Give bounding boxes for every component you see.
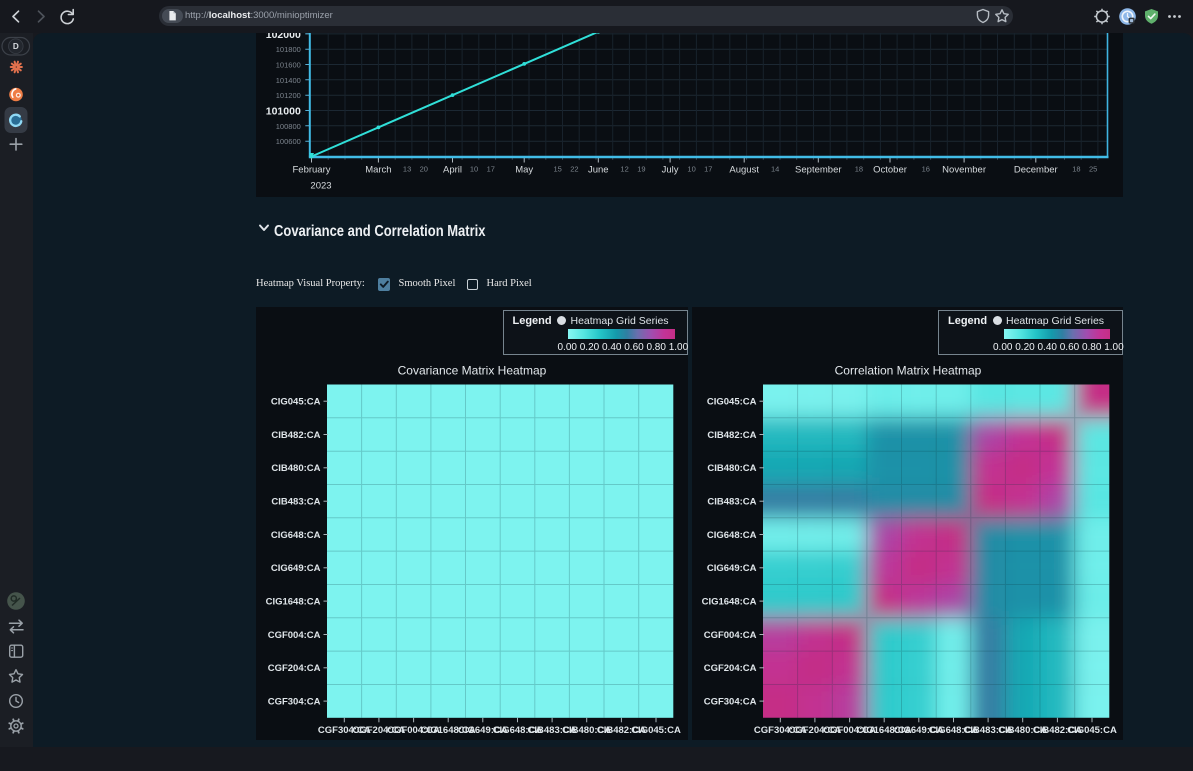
svg-text:CGF204:CA: CGF204:CA <box>352 725 405 736</box>
svg-text:10: 10 <box>687 165 695 174</box>
svg-text:Correlation Matrix Heatmap: Correlation Matrix Heatmap <box>834 363 981 377</box>
svg-text:CGF304:CA: CGF304:CA <box>703 696 756 707</box>
svg-text:15: 15 <box>553 165 561 174</box>
svg-text:CGF204:CA: CGF204:CA <box>267 663 320 674</box>
svg-text:20: 20 <box>419 165 427 174</box>
svg-text:18: 18 <box>1072 165 1080 174</box>
svg-text:101800: 101800 <box>275 45 300 54</box>
svg-text:100800: 100800 <box>275 122 300 131</box>
svg-text:19: 19 <box>637 165 645 174</box>
svg-text:July: July <box>661 165 678 176</box>
svg-text:CIB480:CA: CIB480:CA <box>271 463 320 474</box>
svg-text:14: 14 <box>771 165 779 174</box>
svg-text:CGF004:CA: CGF004:CA <box>267 629 320 640</box>
svg-text:CIG649:CA: CIG649:CA <box>706 563 756 574</box>
svg-text:22: 22 <box>570 165 578 174</box>
svg-text:102000: 102000 <box>265 33 300 41</box>
svg-text:101400: 101400 <box>275 76 300 85</box>
svg-text:CIB483:CA: CIB483:CA <box>271 496 320 507</box>
svg-text:CIB483:CA: CIB483:CA <box>963 725 1012 736</box>
svg-text:March: March <box>365 165 391 176</box>
svg-text:CGF004:CA: CGF004:CA <box>387 725 440 736</box>
svg-text:February: February <box>292 165 330 176</box>
svg-text:CIG648:CA: CIG648:CA <box>270 529 320 540</box>
svg-text:CIB480:CA: CIB480:CA <box>562 725 611 736</box>
svg-text:CIG045:CA: CIG045:CA <box>1067 725 1117 736</box>
svg-text:101200: 101200 <box>275 91 300 100</box>
svg-text:CIG648:CA: CIG648:CA <box>492 725 542 736</box>
svg-text:November: November <box>942 165 986 176</box>
svg-text:18: 18 <box>854 165 862 174</box>
svg-text:CGF304:CA: CGF304:CA <box>753 725 806 736</box>
svg-text:CGF204:CA: CGF204:CA <box>703 663 756 674</box>
svg-text:CIG649:CA: CIG649:CA <box>457 725 507 736</box>
svg-text:CGF304:CA: CGF304:CA <box>317 725 370 736</box>
svg-text:CIG1648:CA: CIG1648:CA <box>265 596 320 607</box>
svg-text:CGF204:CA: CGF204:CA <box>788 725 841 736</box>
svg-text:2023: 2023 <box>310 181 331 192</box>
svg-text:101600: 101600 <box>275 61 300 70</box>
svg-text:CGF004:CA: CGF004:CA <box>823 725 876 736</box>
svg-text:CIB482:CA: CIB482:CA <box>596 725 645 736</box>
svg-text:June: June <box>587 165 608 176</box>
svg-text:CIG649:CA: CIG649:CA <box>893 725 943 736</box>
svg-text:13: 13 <box>402 165 410 174</box>
svg-text:CIG045:CA: CIG045:CA <box>706 396 756 407</box>
svg-text:CIG1648:CA: CIG1648:CA <box>856 725 911 736</box>
svg-text:CIB482:CA: CIB482:CA <box>271 429 320 440</box>
svg-text:16: 16 <box>921 165 929 174</box>
svg-text:17: 17 <box>704 165 712 174</box>
svg-text:CGF304:CA: CGF304:CA <box>267 696 320 707</box>
svg-text:25: 25 <box>1089 165 1097 174</box>
svg-text:September: September <box>795 165 841 176</box>
svg-text:May: May <box>515 165 533 176</box>
svg-text:August: August <box>729 165 759 176</box>
svg-text:100600: 100600 <box>275 137 300 146</box>
svg-text:CIB483:CA: CIB483:CA <box>527 725 576 736</box>
svg-text:CIG1648:CA: CIG1648:CA <box>701 596 756 607</box>
svg-text:CIB482:CA: CIB482:CA <box>707 429 756 440</box>
svg-text:17: 17 <box>486 165 494 174</box>
svg-text:CIB480:CA: CIB480:CA <box>998 725 1047 736</box>
svg-text:101000: 101000 <box>265 106 300 118</box>
svg-text:CIG648:CA: CIG648:CA <box>928 725 978 736</box>
svg-text:October: October <box>873 165 907 176</box>
svg-text:CIG045:CA: CIG045:CA <box>270 396 320 407</box>
svg-text:CIB483:CA: CIB483:CA <box>707 496 756 507</box>
svg-text:Covariance Matrix Heatmap: Covariance Matrix Heatmap <box>397 363 546 377</box>
svg-text:CIB482:CA: CIB482:CA <box>1032 725 1081 736</box>
svg-text:D: D <box>13 42 19 51</box>
svg-text:CIB480:CA: CIB480:CA <box>707 463 756 474</box>
svg-text:CIG648:CA: CIG648:CA <box>706 529 756 540</box>
svg-text:CIG045:CA: CIG045:CA <box>631 725 681 736</box>
svg-text:CGF004:CA: CGF004:CA <box>703 629 756 640</box>
svg-text:10: 10 <box>469 165 477 174</box>
svg-text:CIG1648:CA: CIG1648:CA <box>420 725 475 736</box>
svg-text:CIG649:CA: CIG649:CA <box>270 563 320 574</box>
svg-text:April: April <box>442 165 461 176</box>
svg-text:12: 12 <box>620 165 628 174</box>
svg-text:December: December <box>1013 165 1057 176</box>
